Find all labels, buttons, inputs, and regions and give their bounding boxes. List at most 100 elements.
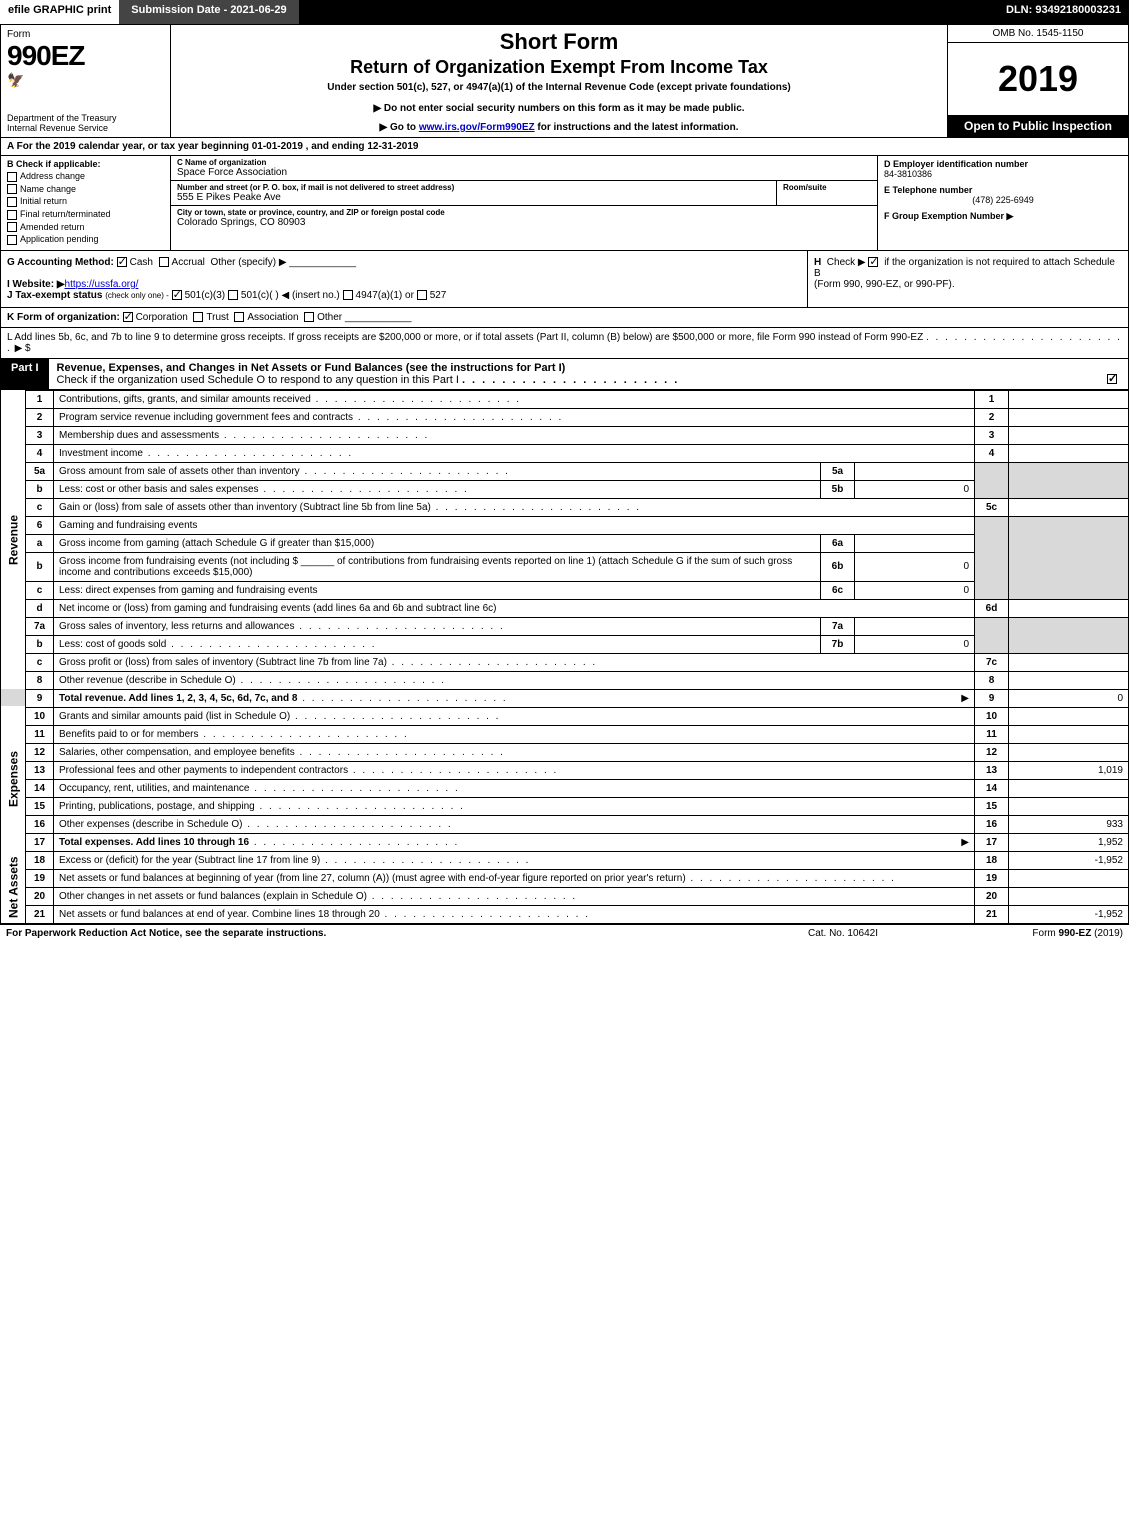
j-insert: ◀ (insert no.)	[282, 290, 340, 301]
part1-check-line: Check if the organization used Schedule …	[57, 374, 459, 386]
amt-15	[1009, 797, 1129, 815]
sv-7a	[855, 617, 975, 635]
ein-val: 84-3810386	[884, 169, 1122, 179]
h-text3: (Form 990, 990-EZ, or 990-PF).	[814, 279, 955, 290]
amt-10	[1009, 707, 1129, 725]
amt-19	[1009, 869, 1129, 887]
desc-11: Benefits paid to or for members	[54, 725, 975, 743]
header-right: OMB No. 1545-1150 2019 Open to Public In…	[948, 25, 1128, 137]
desc-4: Investment income	[54, 444, 975, 462]
goto-line: ▶ Go to www.irs.gov/Form990EZ for instru…	[179, 122, 939, 133]
desc-17: Total expenses. Add lines 10 through 16 …	[54, 833, 975, 851]
chk-schedule-o[interactable]	[1107, 374, 1117, 384]
k-other: Other	[317, 312, 342, 323]
desc-1: Contributions, gifts, grants, and simila…	[54, 390, 975, 408]
box-b: B Check if applicable: Address change Na…	[1, 156, 171, 250]
num-11: 11	[975, 725, 1009, 743]
amt-8	[1009, 671, 1129, 689]
chk-name-change[interactable]: Name change	[7, 184, 164, 195]
chk-final-return[interactable]: Final return/terminated	[7, 209, 164, 220]
opt-final-return: Final return/terminated	[20, 209, 111, 219]
street-val: 555 E Pikes Peake Ave	[177, 192, 770, 203]
num-16: 16	[975, 815, 1009, 833]
opt-application-pending: Application pending	[20, 234, 99, 244]
g-other: Other (specify) ▶	[210, 257, 286, 268]
under-section: Under section 501(c), 527, or 4947(a)(1)…	[179, 82, 939, 93]
ln-18: 18	[26, 851, 54, 869]
topbar-spacer	[299, 0, 998, 24]
desc-5b: Less: cost or other basis and sales expe…	[54, 480, 821, 498]
amt-11	[1009, 725, 1129, 743]
amt-20	[1009, 887, 1129, 905]
omb-number: OMB No. 1545-1150	[948, 25, 1128, 43]
ln-9: 9	[26, 689, 54, 707]
desc-5a: Gross amount from sale of assets other t…	[54, 462, 821, 480]
chk-accrual[interactable]	[159, 257, 169, 267]
city-val: Colorado Springs, CO 80903	[177, 217, 871, 228]
submission-date: Submission Date - 2021-06-29	[119, 0, 298, 24]
ln-5c: c	[26, 498, 54, 516]
tax-year: 2019	[948, 43, 1128, 115]
desc-6a: Gross income from gaming (attach Schedul…	[54, 534, 821, 552]
desc-6: Gaming and fundraising events	[54, 516, 975, 534]
desc-6d: Net income or (loss) from gaming and fun…	[54, 599, 975, 617]
h-label: H	[814, 257, 821, 268]
chk-501c3[interactable]	[172, 290, 182, 300]
k-trust: Trust	[206, 312, 228, 323]
chk-other[interactable]	[304, 312, 314, 322]
box-c: C Name of organization Space Force Assoc…	[171, 156, 878, 250]
num-19: 19	[975, 869, 1009, 887]
irs-link[interactable]: www.irs.gov/Form990EZ	[419, 122, 535, 133]
side-rev-end	[1, 689, 26, 707]
num-9: 9	[975, 689, 1009, 707]
ln-16: 16	[26, 815, 54, 833]
chk-assoc[interactable]	[234, 312, 244, 322]
chk-4947[interactable]	[343, 290, 353, 300]
sv-5b: 0	[855, 480, 975, 498]
chk-address-change[interactable]: Address change	[7, 171, 164, 182]
chk-initial-return[interactable]: Initial return	[7, 196, 164, 207]
footer: For Paperwork Reduction Act Notice, see …	[0, 924, 1129, 942]
chk-trust[interactable]	[193, 312, 203, 322]
box-g: G Accounting Method: Cash Accrual Other …	[1, 251, 808, 307]
desc-3: Membership dues and assessments	[54, 426, 975, 444]
num-1: 1	[975, 390, 1009, 408]
amt-3	[1009, 426, 1129, 444]
part1-tab: Part I	[1, 359, 49, 389]
form-header: Form 990EZ 🦅 Department of the Treasury …	[0, 24, 1129, 138]
city-lbl: City or town, state or province, country…	[177, 208, 871, 217]
chk-corp[interactable]	[123, 312, 133, 322]
chk-527[interactable]	[417, 290, 427, 300]
sub-6b: 6b	[821, 552, 855, 581]
l-arrow: ▶ $	[15, 343, 31, 354]
chk-501c[interactable]	[228, 290, 238, 300]
opt-address-change: Address change	[20, 171, 85, 181]
amt-18: -1,952	[1009, 851, 1129, 869]
desc-10: Grants and similar amounts paid (list in…	[54, 707, 975, 725]
chk-cash[interactable]	[117, 257, 127, 267]
chk-h[interactable]	[868, 257, 878, 267]
ln-12: 12	[26, 743, 54, 761]
ln-6c: c	[26, 581, 54, 599]
ein-lbl: D Employer identification number	[884, 159, 1122, 169]
row-gh: G Accounting Method: Cash Accrual Other …	[0, 251, 1129, 308]
amt-6d	[1009, 599, 1129, 617]
dept-label: Department of the Treasury	[7, 113, 117, 123]
ln-4: 4	[26, 444, 54, 462]
ln-15: 15	[26, 797, 54, 815]
desc-12: Salaries, other compensation, and employ…	[54, 743, 975, 761]
chk-application-pending[interactable]: Application pending	[7, 234, 164, 245]
part1-dots	[462, 374, 679, 386]
desc-21: Net assets or fund balances at end of ye…	[54, 905, 975, 923]
ln-19: 19	[26, 869, 54, 887]
amt-13: 1,019	[1009, 761, 1129, 779]
num-10: 10	[975, 707, 1009, 725]
ln-6d: d	[26, 599, 54, 617]
chk-amended-return[interactable]: Amended return	[7, 222, 164, 233]
desc-2: Program service revenue including govern…	[54, 408, 975, 426]
website-link[interactable]: https://ussfa.org/	[65, 279, 139, 290]
desc-5c: Gain or (loss) from sale of assets other…	[54, 498, 975, 516]
j-label: J Tax-exempt status	[7, 290, 102, 301]
grey-6b	[1009, 516, 1129, 599]
dept-treasury: Department of the Treasury Internal Reve…	[7, 113, 164, 133]
